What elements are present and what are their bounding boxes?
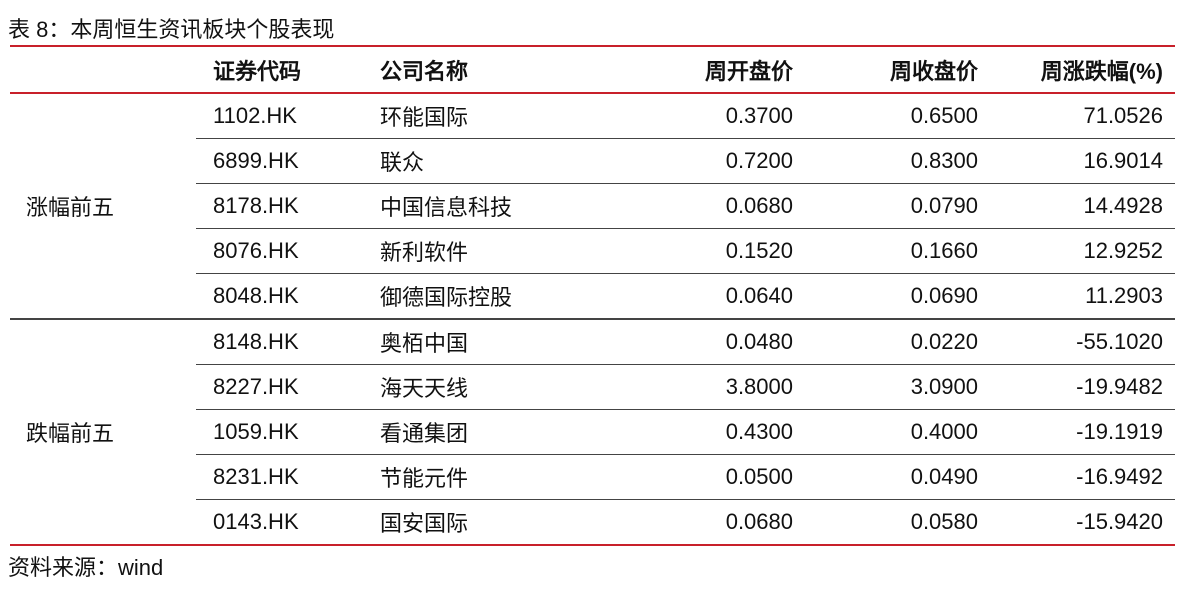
cell-name: 中国信息科技 xyxy=(380,195,513,220)
table-row: 8178.HK 中国信息科技 0.0680 0.0790 14.4928 xyxy=(196,184,1175,229)
group-label: 跌幅前五 xyxy=(26,420,115,446)
cell-open: 0.0640 xyxy=(725,283,793,308)
cell-code: 8076.HK xyxy=(213,238,299,263)
cell-code: 8227.HK xyxy=(213,373,299,399)
row-group: 跌幅前五 8148.HK 奥栢中国 0.0480 0.0220 -55.1020 8227.… xyxy=(10,320,1175,544)
cell-code: 0143.HK xyxy=(213,508,299,534)
cell-change: 16.9014 xyxy=(1083,148,1163,173)
header-close: 周收盘价 xyxy=(889,58,978,84)
top-rule xyxy=(10,45,1175,47)
cell-name: 节能元件 xyxy=(380,465,469,491)
cell-open: 0.0480 xyxy=(725,328,793,354)
cell-change: 11.2903 xyxy=(1085,283,1163,308)
table-row: 1059.HK 看通集团 0.4300 0.4000 -19.1919 xyxy=(196,410,1175,455)
cell-name: 联众 xyxy=(380,150,425,175)
table-title: 表 8：本周恒生资讯板块个股表现 xyxy=(8,17,335,42)
table-row: 8227.HK 海天天线 3.8000 3.0900 -19.9482 xyxy=(196,365,1175,410)
stock-table: 证券代码 公司名称 周开盘价 周收盘价 周涨跌幅(%) 涨幅前五 1102.HK 环… xyxy=(10,45,1175,546)
cell-open: 0.0680 xyxy=(725,193,793,218)
cell-name: 御德国际控股 xyxy=(380,285,513,310)
cell-open: 0.0500 xyxy=(725,463,793,489)
cell-name: 新利软件 xyxy=(380,240,469,265)
cell-name: 国安国际 xyxy=(380,510,469,536)
cell-change: -16.9492 xyxy=(1076,463,1163,489)
cell-close: 0.0220 xyxy=(910,328,978,354)
source-note: 资料来源：wind xyxy=(8,555,164,580)
cell-code: 1059.HK xyxy=(213,418,299,444)
cell-close: 0.0690 xyxy=(910,283,978,308)
cell-code: 1102.HK xyxy=(213,103,297,128)
cell-close: 3.0900 xyxy=(910,373,978,399)
cell-close: 0.6500 xyxy=(910,103,978,128)
cell-change: 71.0526 xyxy=(1083,103,1163,128)
cell-change: -19.1919 xyxy=(1076,418,1163,444)
cell-open: 0.7200 xyxy=(725,148,793,173)
group-label: 涨幅前五 xyxy=(26,195,115,220)
cell-code: 6899.HK xyxy=(213,148,299,173)
cell-open: 0.4300 xyxy=(725,418,793,444)
header-open: 周开盘价 xyxy=(704,58,793,84)
cell-close: 0.0580 xyxy=(910,508,978,534)
cell-change: -19.9482 xyxy=(1076,373,1163,399)
header-rule xyxy=(10,92,1175,94)
cell-code: 8231.HK xyxy=(213,463,299,489)
row-group: 涨幅前五 1102.HK 环能国际 0.3700 0.6500 71.0526 6899.H… xyxy=(10,94,1175,318)
table-row: 0143.HK 国安国际 0.0680 0.0580 -15.9420 xyxy=(196,500,1175,544)
cell-name: 看通集团 xyxy=(380,420,469,446)
cell-change: 14.4928 xyxy=(1083,193,1163,218)
cell-name: 奥栢中国 xyxy=(380,330,469,356)
table-row: 8148.HK 奥栢中国 0.0480 0.0220 -55.1020 xyxy=(196,320,1175,365)
header-change: 周涨跌幅(%) xyxy=(1040,58,1163,84)
table-row: 8231.HK 节能元件 0.0500 0.0490 -16.9492 xyxy=(196,455,1175,500)
cell-close: 0.8300 xyxy=(910,148,978,173)
cell-close: 0.4000 xyxy=(910,418,978,444)
cell-code: 8048.HK xyxy=(213,283,299,308)
cell-change: -55.1020 xyxy=(1076,328,1163,354)
cell-code: 8148.HK xyxy=(213,328,299,354)
header-code: 证券代码 xyxy=(213,58,302,84)
cell-open: 0.1520 xyxy=(725,238,793,263)
cell-close: 0.0790 xyxy=(910,193,978,218)
cell-close: 0.1660 xyxy=(910,238,978,263)
table-row: 6899.HK 联众 0.7200 0.8300 16.9014 xyxy=(196,139,1175,184)
cell-code: 8178.HK xyxy=(213,193,299,218)
cell-open: 3.8000 xyxy=(725,373,793,399)
header-name: 公司名称 xyxy=(380,58,469,84)
cell-change: 12.9252 xyxy=(1083,238,1163,263)
table-row: 8076.HK 新利软件 0.1520 0.1660 12.9252 xyxy=(196,229,1175,274)
table-row: 8048.HK 御德国际控股 0.0640 0.0690 11.2903 xyxy=(196,274,1175,318)
cell-open: 0.3700 xyxy=(725,103,793,128)
group-separator xyxy=(10,318,1175,320)
cell-name: 环能国际 xyxy=(380,105,469,130)
table-row: 1102.HK 环能国际 0.3700 0.6500 71.0526 xyxy=(196,94,1175,139)
header-row: 证券代码 公司名称 周开盘价 周收盘价 周涨跌幅(%) xyxy=(10,47,1175,92)
bottom-rule xyxy=(10,543,1175,546)
cell-name: 海天天线 xyxy=(380,375,469,401)
cell-open: 0.0680 xyxy=(725,508,793,534)
cell-close: 0.0490 xyxy=(910,463,978,489)
cell-change: -15.9420 xyxy=(1076,508,1163,534)
